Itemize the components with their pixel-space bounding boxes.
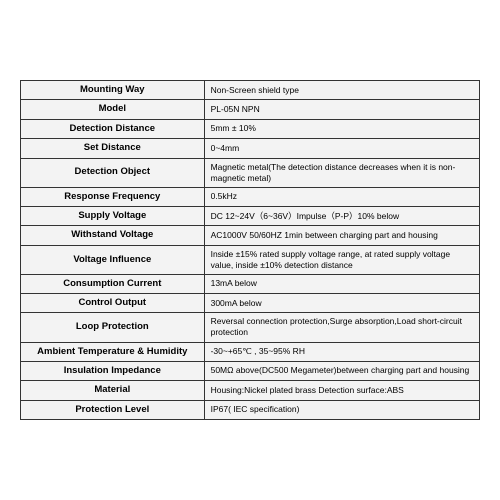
spec-label: Detection Object bbox=[21, 158, 205, 187]
spec-label: Withstand Voltage bbox=[21, 226, 205, 245]
spec-label: Control Output bbox=[21, 294, 205, 313]
spec-value: -30~+65℃ , 35~95% RH bbox=[204, 342, 479, 361]
spec-label: Set Distance bbox=[21, 139, 205, 158]
spec-label: Consumption Current bbox=[21, 274, 205, 293]
spec-label: Model bbox=[21, 100, 205, 119]
spec-value: 50MΩ above(DC500 Megameter)between charg… bbox=[204, 361, 479, 380]
spec-label: Supply Voltage bbox=[21, 206, 205, 225]
spec-value: Non-Screen shield type bbox=[204, 81, 479, 100]
spec-table-container: Mounting WayNon-Screen shield typeModelP… bbox=[20, 80, 480, 420]
spec-value: Inside ±15% rated supply voltage range, … bbox=[204, 245, 479, 274]
spec-label: Material bbox=[21, 381, 205, 400]
table-row: Protection LevelIP67( IEC specification) bbox=[21, 400, 480, 419]
spec-label: Protection Level bbox=[21, 400, 205, 419]
table-row: Control Output300mA below bbox=[21, 294, 480, 313]
table-row: Ambient Temperature & Humidity-30~+65℃ ,… bbox=[21, 342, 480, 361]
table-row: Mounting WayNon-Screen shield type bbox=[21, 81, 480, 100]
spec-value: AC1000V 50/60HZ 1min between charging pa… bbox=[204, 226, 479, 245]
table-row: Set Distance0~4mm bbox=[21, 139, 480, 158]
spec-value: 5mm ± 10% bbox=[204, 119, 479, 138]
spec-value: IP67( IEC specification) bbox=[204, 400, 479, 419]
table-row: Insulation Impedance50MΩ above(DC500 Meg… bbox=[21, 361, 480, 380]
spec-value: Housing:Nickel plated brass Detection su… bbox=[204, 381, 479, 400]
table-row: ModelPL-05N NPN bbox=[21, 100, 480, 119]
spec-value: PL-05N NPN bbox=[204, 100, 479, 119]
spec-value: 300mA below bbox=[204, 294, 479, 313]
spec-label: Response Frequency bbox=[21, 187, 205, 206]
spec-value: Magnetic metal(The detection distance de… bbox=[204, 158, 479, 187]
spec-label: Insulation Impedance bbox=[21, 361, 205, 380]
table-row: Supply VoltageDC 12~24V（6~36V）Impulse（P-… bbox=[21, 206, 480, 225]
spec-value: 0.5kHz bbox=[204, 187, 479, 206]
spec-table: Mounting WayNon-Screen shield typeModelP… bbox=[20, 80, 480, 420]
spec-label: Loop Protection bbox=[21, 313, 205, 342]
table-row: Voltage InfluenceInside ±15% rated suppl… bbox=[21, 245, 480, 274]
table-row: MaterialHousing:Nickel plated brass Dete… bbox=[21, 381, 480, 400]
table-row: Response Frequency0.5kHz bbox=[21, 187, 480, 206]
spec-value: DC 12~24V（6~36V）Impulse（P-P）10% below bbox=[204, 206, 479, 225]
table-row: Withstand VoltageAC1000V 50/60HZ 1min be… bbox=[21, 226, 480, 245]
spec-label: Detection Distance bbox=[21, 119, 205, 138]
table-row: Consumption Current13mA below bbox=[21, 274, 480, 293]
spec-label: Mounting Way bbox=[21, 81, 205, 100]
table-row: Loop ProtectionReversal connection prote… bbox=[21, 313, 480, 342]
spec-value: Reversal connection protection,Surge abs… bbox=[204, 313, 479, 342]
spec-label: Voltage Influence bbox=[21, 245, 205, 274]
spec-label: Ambient Temperature & Humidity bbox=[21, 342, 205, 361]
table-row: Detection ObjectMagnetic metal(The detec… bbox=[21, 158, 480, 187]
spec-value: 13mA below bbox=[204, 274, 479, 293]
spec-value: 0~4mm bbox=[204, 139, 479, 158]
table-row: Detection Distance5mm ± 10% bbox=[21, 119, 480, 138]
